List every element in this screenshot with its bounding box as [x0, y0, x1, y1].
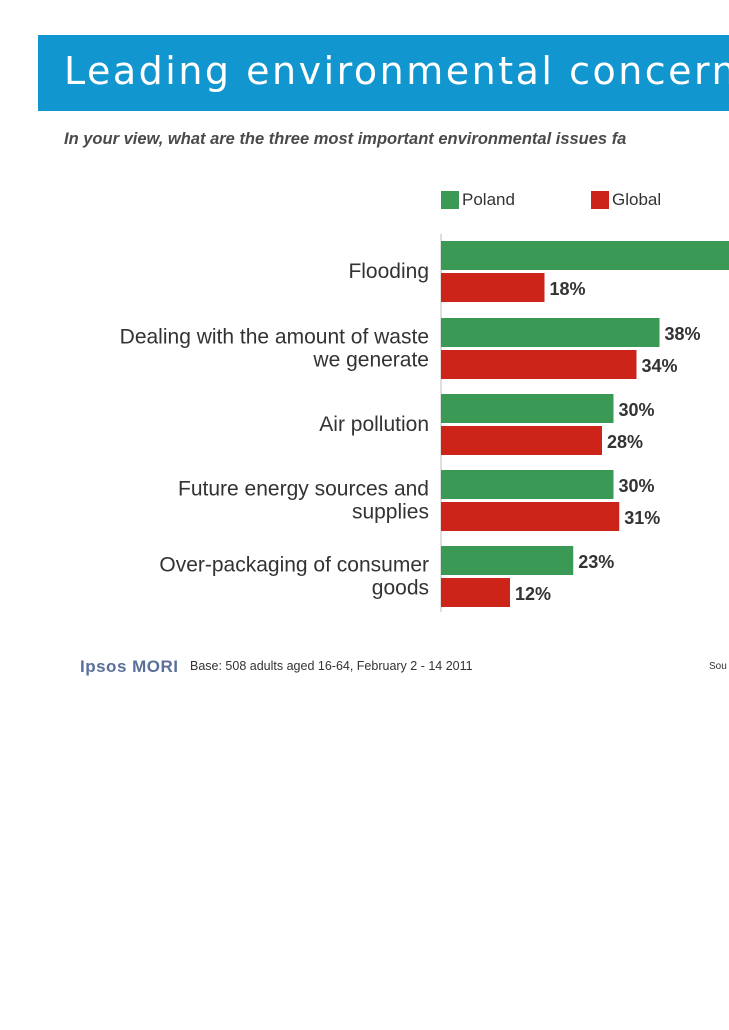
bar-global — [441, 426, 602, 455]
value-label-global: 31% — [624, 508, 660, 528]
value-label-bg — [622, 506, 665, 528]
bar-global — [441, 578, 510, 607]
value-label-poland: 23% — [578, 552, 614, 572]
bar-poland — [441, 241, 729, 270]
value-label-global: 12% — [515, 584, 551, 604]
legend-label-global: Global — [612, 190, 662, 209]
category-label: Dealing with the amount of waste — [120, 326, 429, 349]
page-title: Leading environmental concerns — [64, 49, 729, 93]
legend-label-poland: Poland — [462, 190, 515, 209]
bar-global — [441, 273, 545, 302]
category-label: Air pollution — [319, 413, 429, 436]
value-label-bg — [547, 277, 590, 299]
value-label-global: 34% — [642, 356, 678, 376]
category-label: Over-packaging of consumer — [159, 554, 429, 577]
ipsos-mori-logo: Ipsos MORI — [80, 657, 179, 676]
value-label-poland: 30% — [619, 476, 655, 496]
value-label-bg — [616, 474, 659, 496]
question-subtitle: In your view, what are the three most im… — [64, 130, 627, 148]
bar-global — [441, 502, 620, 531]
value-label-bg — [662, 322, 705, 344]
legend-swatch-poland — [441, 191, 459, 209]
base-note: Base: 508 adults aged 16-64, February 2 … — [190, 659, 473, 673]
category-label: Future energy sources and — [178, 478, 429, 501]
source-note: Sou — [709, 661, 727, 672]
value-label-bg — [513, 582, 556, 604]
value-label-global: 28% — [607, 432, 643, 452]
category-label: goods — [372, 577, 429, 600]
title-band: Leading environmental concerns — [38, 35, 729, 111]
bar-poland — [441, 546, 574, 575]
bar-poland — [441, 394, 614, 423]
bar-poland — [441, 318, 660, 347]
bar-global — [441, 350, 637, 379]
legend-swatch-global — [591, 191, 609, 209]
value-label-poland: 30% — [619, 400, 655, 420]
category-label: we generate — [312, 349, 429, 372]
value-label-bg — [605, 430, 648, 452]
value-label-global: 18% — [550, 279, 586, 299]
value-label-bg — [639, 354, 682, 376]
category-label: supplies — [352, 501, 429, 524]
bar-poland — [441, 470, 614, 499]
value-label-poland: 38% — [665, 324, 701, 344]
value-label-bg — [576, 550, 619, 572]
category-label: Flooding — [348, 260, 429, 283]
value-label-bg — [616, 398, 659, 420]
